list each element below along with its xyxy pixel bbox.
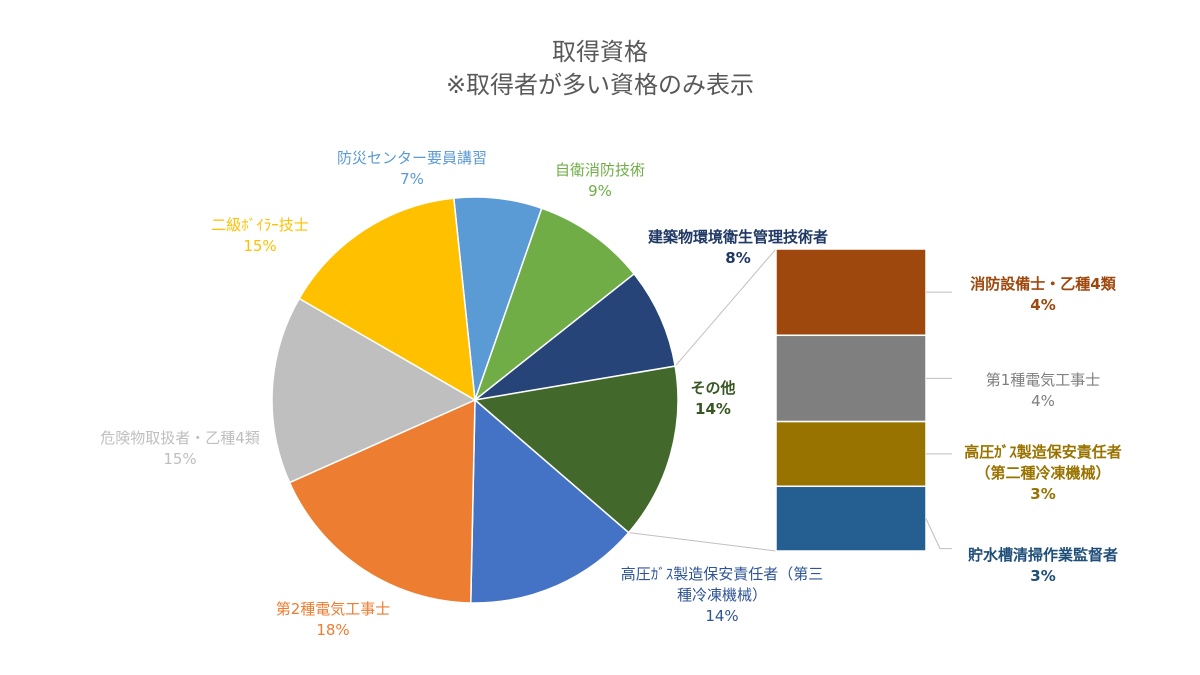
- bar-segment: [775, 334, 927, 423]
- data-label: 危険物取扱者・乙種4類 15%: [100, 429, 260, 468]
- chart-subtitle: ※取得者が多い資格のみ表示: [446, 71, 754, 99]
- data-label-line: 3%: [1030, 567, 1055, 585]
- data-label-line: 二級ﾎﾞｲﾗｰ技士: [211, 216, 309, 234]
- data-label-line: 第1種電気工事士: [986, 371, 1101, 389]
- pie-slice: [469, 398, 630, 604]
- pie-slice: [473, 207, 636, 403]
- data-label-line: 高圧ｶﾞｽ製造保安責任者: [964, 443, 1122, 461]
- data-label: 自衛消防技術 9%: [555, 161, 645, 200]
- pie-slice: [298, 197, 476, 402]
- data-label-line: 高圧ｶﾞｽ製造保安責任者（第三: [621, 565, 824, 583]
- data-label-line: 防災センター要員講習: [337, 149, 487, 167]
- data-label-line: 自衛消防技術: [555, 161, 645, 179]
- data-label-line: 15%: [243, 237, 276, 255]
- data-label-line: 18%: [316, 621, 349, 639]
- data-label: その他 14%: [690, 379, 735, 418]
- data-label-line: 14%: [705, 607, 738, 625]
- pie: [271, 196, 679, 604]
- data-label-line: 4%: [1031, 392, 1055, 410]
- data-label: 第1種電気工事士 4%: [986, 371, 1101, 410]
- data-label-line: 7%: [400, 170, 424, 188]
- pie-slice: [288, 398, 476, 604]
- data-label: 建築物環境衛生管理技術者 8%: [648, 228, 828, 267]
- data-label-line: 第2種電気工事士: [276, 600, 391, 618]
- data-label-line: 9%: [588, 182, 612, 200]
- data-label-line: 建築物環境衛生管理技術者: [648, 228, 828, 246]
- data-label: 高圧ｶﾞｽ製造保安責任者 （第二種冷凍機械） 3%: [964, 443, 1122, 503]
- data-label-line: その他: [690, 379, 735, 397]
- chart-title: 取得資格: [552, 38, 648, 66]
- data-label-line: （第二種冷凍機械）: [975, 464, 1110, 482]
- bar-segment: [775, 485, 927, 552]
- data-label-line: 種冷凍機械）: [677, 586, 767, 604]
- data-label-line: 4%: [1030, 296, 1055, 314]
- data-label-line: 3%: [1030, 485, 1055, 503]
- data-label: 貯水槽清掃作業監督者 3%: [968, 546, 1118, 585]
- data-label: 第2種電気工事士 18%: [276, 600, 391, 639]
- data-label-line: 危険物取扱者・乙種4類: [100, 429, 260, 447]
- pie-slice: [271, 297, 477, 484]
- data-label: 二級ﾎﾞｲﾗｰ技士 15%: [211, 216, 309, 255]
- data-label-line: 8%: [725, 249, 750, 267]
- leader-line: [925, 518, 952, 550]
- data-labels: 防災センター要員講習 7% 自衛消防技術 9% 建築物環境衛生管理技術者 8% その他 14%…: [100, 149, 1122, 639]
- connector-line: [674, 248, 777, 367]
- connector-lines: [628, 248, 777, 552]
- pie-slice: [474, 272, 677, 401]
- breakdown-bar: [775, 248, 927, 552]
- data-label: 消防設備士・乙種4類 4%: [970, 275, 1116, 314]
- data-label-line: 消防設備士・乙種4類: [970, 275, 1116, 293]
- data-label-line: 貯水槽清掃作業監督者: [968, 546, 1118, 564]
- data-label: 高圧ｶﾞｽ製造保安責任者（第三種冷凍機械） 14%: [621, 565, 824, 625]
- data-label-line: 14%: [695, 400, 731, 418]
- pie-slice: [473, 365, 679, 534]
- data-label: 防災センター要員講習 7%: [337, 149, 487, 188]
- connector-line: [628, 532, 777, 552]
- bar-segment: [775, 420, 927, 488]
- bar-segment: [775, 248, 927, 337]
- data-label-line: 15%: [163, 450, 196, 468]
